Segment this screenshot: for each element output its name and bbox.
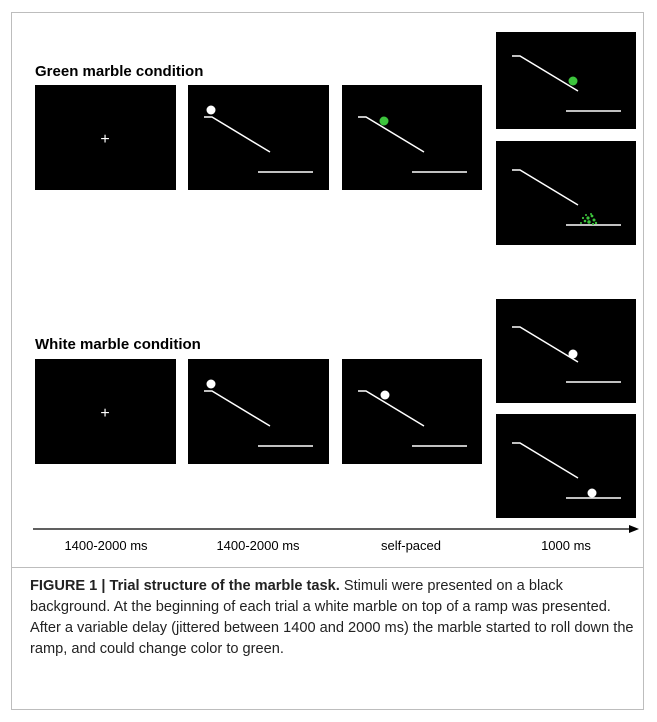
ramp xyxy=(512,55,579,92)
white-marble xyxy=(380,390,390,400)
white-marble xyxy=(587,488,597,498)
ramp xyxy=(204,390,271,427)
green-start-panel xyxy=(188,85,329,190)
fixation-cross: + xyxy=(100,131,109,148)
timeline-label-outcome: 1000 ms xyxy=(541,538,591,553)
figure-label: FIGURE 1 | Trial structure of the marble… xyxy=(30,578,340,594)
timeline-label-fixation: 1400-2000 ms xyxy=(64,538,148,553)
green-outcome-panel-bottom xyxy=(496,141,636,245)
ramp xyxy=(204,116,271,153)
green-fixation-panel: + xyxy=(35,85,176,190)
figure-caption: FIGURE 1 | Trial structure of the marble… xyxy=(30,576,635,660)
ramp xyxy=(358,390,425,427)
green-marble xyxy=(568,76,578,86)
ramp xyxy=(512,326,579,363)
green-rolling-panel xyxy=(342,85,482,190)
white-start-panel xyxy=(188,359,329,464)
caption-divider xyxy=(11,567,644,568)
white-fixation-panel: + xyxy=(35,359,176,464)
ramp xyxy=(512,442,579,479)
shattered-green-marble xyxy=(580,213,598,226)
caption-text: Stimuli were presented on a black backgr… xyxy=(30,578,634,657)
white-marble xyxy=(206,379,216,389)
green-condition-title: Green marble condition xyxy=(35,63,204,80)
white-outcome-panel-top xyxy=(496,299,636,403)
green-marble xyxy=(379,116,389,126)
ramp xyxy=(512,169,579,206)
timeline-label-rolling: self-paced xyxy=(381,538,441,553)
white-condition-title: White marble condition xyxy=(35,336,201,353)
white-marble xyxy=(206,105,216,115)
fixation-cross: + xyxy=(100,405,109,422)
white-outcome-panel-bottom xyxy=(496,414,636,518)
ramp xyxy=(358,116,425,153)
green-outcome-panel-top xyxy=(496,32,636,129)
timeline-arrow xyxy=(33,525,639,533)
white-rolling-panel xyxy=(342,359,482,464)
timeline-label-start: 1400-2000 ms xyxy=(216,538,300,553)
white-marble xyxy=(568,349,578,359)
